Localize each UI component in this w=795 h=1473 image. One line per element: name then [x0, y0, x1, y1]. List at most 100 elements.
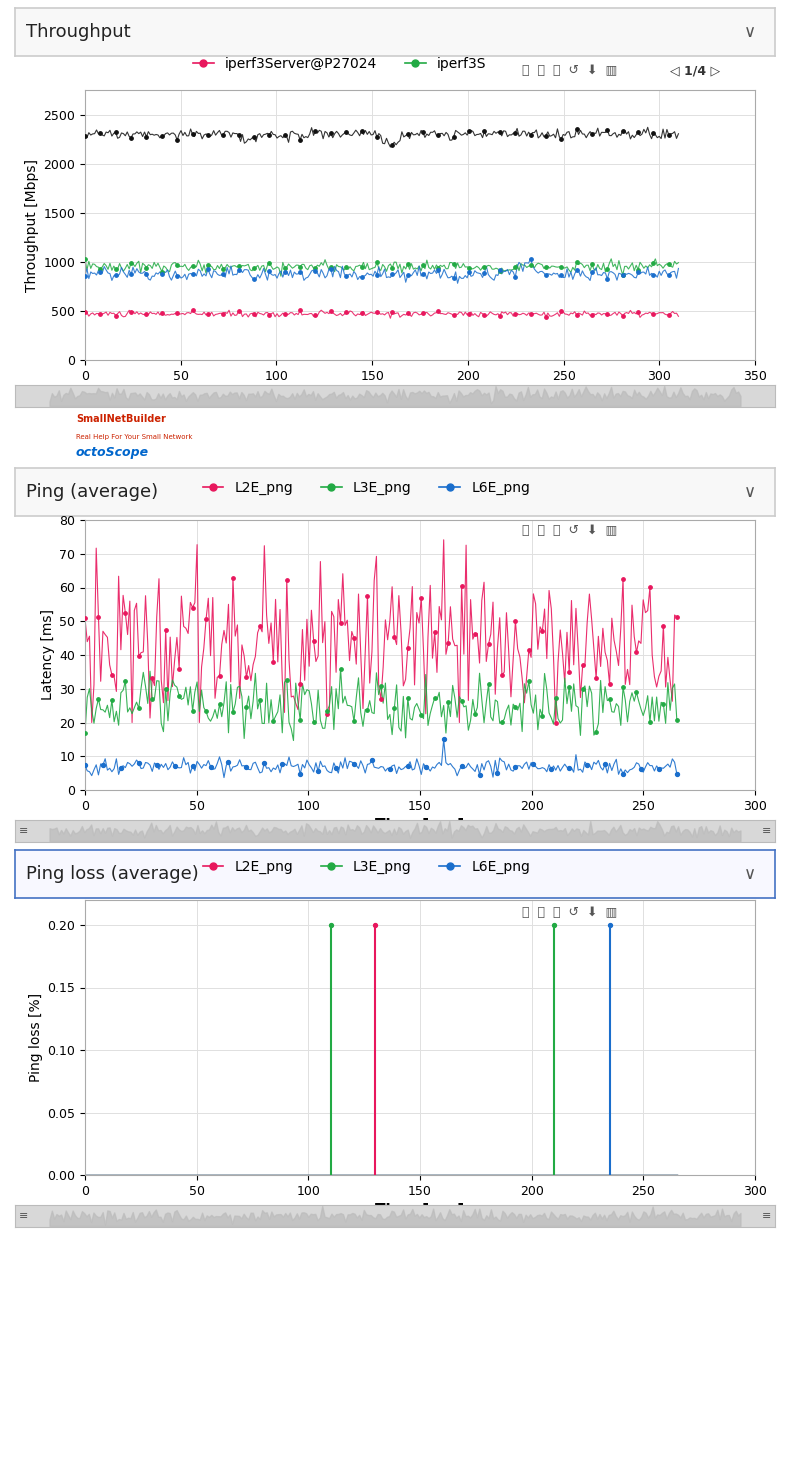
Point — [509, 610, 522, 633]
Point — [432, 256, 444, 280]
Point — [524, 124, 537, 147]
Text: ⧉  ⧉  🗋  ↺  ⬇  ▥: ⧉ ⧉ 🗋 ↺ ⬇ ▥ — [522, 906, 617, 919]
Text: Ping loss (average): Ping loss (average) — [26, 865, 200, 882]
Point — [278, 256, 291, 280]
Text: ∨: ∨ — [744, 483, 756, 501]
Point — [586, 253, 599, 277]
Point — [156, 124, 169, 147]
Point — [309, 303, 322, 327]
Point — [545, 757, 557, 781]
Point — [96, 753, 109, 776]
Point — [570, 303, 583, 327]
Point — [478, 256, 491, 280]
Point — [79, 125, 91, 149]
Point — [110, 264, 122, 287]
Point — [339, 256, 352, 280]
Point — [146, 666, 159, 689]
Point — [662, 124, 675, 147]
Point — [110, 303, 122, 327]
Text: ⧉  ⧉  🗋  ↺  ⬇  ▥: ⧉ ⧉ 🗋 ↺ ⬇ ▥ — [522, 65, 617, 78]
Point — [79, 247, 91, 271]
Point — [540, 255, 553, 278]
Point — [370, 262, 383, 286]
Point — [509, 265, 522, 289]
Point — [171, 253, 184, 277]
Point — [563, 756, 576, 779]
Text: octoScope: octoScope — [76, 446, 149, 458]
Point — [522, 670, 535, 694]
Point — [110, 258, 122, 281]
Point — [150, 753, 163, 776]
Point — [616, 264, 629, 287]
Point — [509, 302, 522, 326]
Point — [263, 124, 276, 147]
Point — [309, 256, 322, 280]
Point — [294, 709, 307, 732]
Text: Real Help For Your Small Network: Real Help For Your Small Network — [76, 435, 192, 440]
Point — [383, 757, 396, 781]
Point — [527, 753, 540, 776]
Point — [258, 751, 271, 775]
Point — [324, 256, 337, 280]
Point — [247, 125, 260, 149]
Point — [339, 121, 352, 144]
Point — [217, 302, 230, 326]
Point — [616, 264, 629, 287]
Point — [432, 124, 444, 147]
Point — [647, 121, 660, 144]
Point — [202, 302, 215, 326]
Point — [114, 756, 127, 779]
Point — [92, 688, 105, 711]
Point — [92, 605, 105, 629]
Point — [524, 247, 537, 271]
Point — [522, 638, 535, 661]
Point — [125, 300, 138, 324]
Point — [79, 754, 91, 778]
Point — [247, 268, 260, 292]
Point — [361, 698, 374, 722]
Point — [171, 128, 184, 152]
Point — [632, 300, 645, 324]
Point — [509, 756, 522, 779]
Point — [536, 704, 549, 728]
Point — [156, 300, 169, 324]
Point — [401, 636, 414, 660]
Point — [324, 121, 337, 144]
Point — [590, 666, 603, 689]
Point — [617, 676, 630, 700]
X-axis label: Time [sec]: Time [sec] — [375, 1203, 464, 1218]
Point — [448, 267, 460, 290]
Point — [415, 703, 428, 726]
Point — [603, 688, 616, 711]
Point — [540, 264, 553, 287]
Point — [603, 913, 616, 937]
Point — [106, 688, 118, 711]
Point — [232, 124, 245, 147]
Point — [374, 675, 387, 698]
Point — [324, 255, 337, 278]
Point — [374, 688, 387, 711]
Point — [254, 614, 266, 638]
Point — [334, 611, 347, 635]
Point — [186, 255, 199, 278]
Point — [240, 756, 253, 779]
Point — [294, 672, 307, 695]
Point — [263, 259, 276, 283]
Point — [320, 700, 333, 723]
Point — [217, 262, 230, 286]
Point — [548, 913, 560, 937]
Point — [555, 299, 568, 323]
Point — [662, 264, 675, 287]
Point — [478, 119, 491, 143]
Point — [79, 720, 91, 744]
Point — [324, 299, 337, 323]
Point — [401, 754, 414, 778]
Point — [267, 650, 280, 673]
Point — [173, 657, 185, 681]
Point — [494, 121, 506, 144]
Point — [491, 762, 504, 785]
Point — [448, 252, 460, 275]
Point — [601, 258, 614, 281]
Point — [312, 760, 324, 784]
Point — [217, 256, 230, 280]
